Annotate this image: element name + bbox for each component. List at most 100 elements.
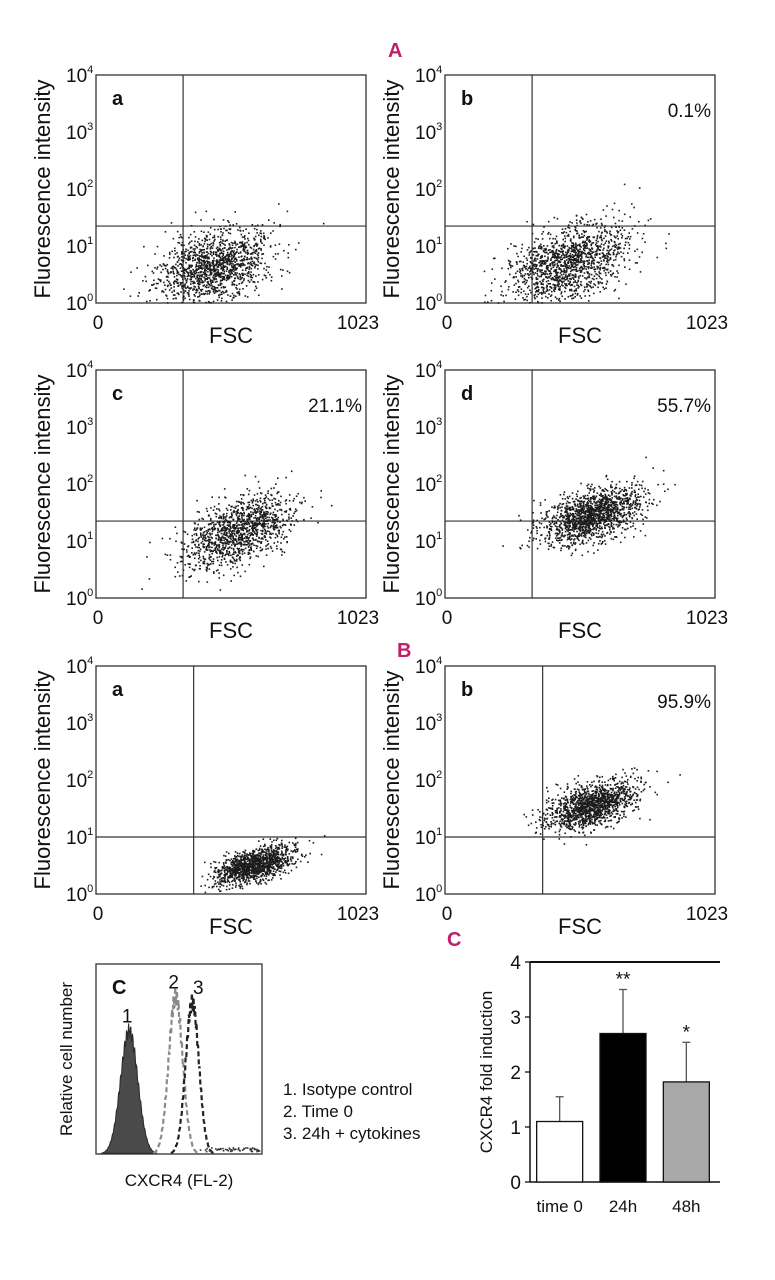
scatter-point — [240, 527, 242, 529]
scatter-point — [197, 268, 200, 270]
scatter-point — [607, 271, 610, 274]
scatter-point — [575, 215, 578, 217]
scatter-point — [233, 258, 236, 260]
scatter-point — [198, 260, 200, 262]
scatter-point — [280, 508, 282, 511]
scatter-point — [609, 508, 612, 511]
scatter-point — [529, 289, 531, 292]
scatter-point — [275, 527, 278, 529]
scatter-point — [615, 255, 617, 258]
scatter-point — [232, 537, 235, 540]
scatter-point — [526, 269, 529, 271]
scatter-point — [195, 546, 197, 548]
scatter-point — [220, 561, 222, 564]
scatter-point — [552, 278, 554, 280]
scatter-point — [161, 537, 164, 540]
scatter-point — [144, 275, 147, 278]
scatter-point — [243, 257, 245, 260]
scatter-point — [580, 482, 582, 485]
scatter-point — [203, 539, 206, 541]
scatter-point — [215, 289, 217, 292]
scatter-point — [181, 264, 183, 266]
scatter-point — [531, 523, 534, 525]
scatter-point — [226, 254, 228, 256]
scatter-point — [241, 241, 244, 243]
scatter-point — [169, 554, 172, 556]
scatter-point — [611, 208, 614, 211]
scatter-point — [536, 532, 538, 535]
scatter-point — [564, 228, 567, 230]
scatter-point — [644, 534, 647, 537]
scatter-point — [272, 525, 274, 527]
scatter-point — [541, 297, 543, 299]
scatter-point — [279, 525, 281, 528]
scatter-point — [145, 280, 147, 283]
scatter-point — [194, 248, 196, 250]
scatter-point — [264, 512, 266, 515]
scatter-point — [220, 517, 222, 519]
scatter-point — [224, 240, 226, 242]
scatter-point — [529, 270, 532, 272]
scatter-point — [245, 535, 247, 538]
scatter-point — [545, 511, 548, 513]
scatter-point — [269, 273, 271, 276]
scatter-point — [604, 509, 606, 512]
scatter-point — [222, 574, 225, 577]
scatter-point — [263, 511, 265, 513]
scatter-point — [289, 507, 292, 510]
scatter-point — [247, 262, 250, 264]
scatter-point — [200, 249, 202, 252]
scatter-point — [226, 268, 228, 270]
scatter-point — [183, 292, 185, 294]
scatter-point — [605, 268, 607, 271]
scatter-point — [220, 530, 223, 532]
scatter-point — [282, 530, 285, 533]
scatter-point — [238, 534, 240, 537]
scatter-point — [242, 244, 245, 246]
scatter-point — [603, 269, 605, 272]
scatter-point — [214, 289, 216, 291]
scatter-point — [237, 519, 239, 521]
scatter-point — [484, 294, 487, 297]
scatter-point — [214, 541, 217, 543]
scatter-point — [582, 522, 585, 525]
scatter-point — [242, 264, 245, 266]
scatter-point — [233, 524, 236, 526]
scatter-point — [533, 241, 536, 243]
scatter-point — [172, 281, 175, 284]
scatter-point — [218, 259, 221, 261]
scatter-point — [569, 282, 571, 284]
scatter-point — [213, 549, 215, 552]
scatter-point — [263, 513, 266, 516]
scatter-point — [263, 267, 265, 270]
scatter-point — [213, 264, 216, 267]
scatter-point — [282, 518, 284, 521]
scatter-point — [206, 532, 208, 534]
scatter-point — [192, 268, 194, 271]
scatter-point — [236, 525, 238, 527]
scatter-point — [602, 254, 605, 257]
scatter-point — [203, 276, 205, 279]
scatter-point — [182, 259, 185, 262]
scatter-point — [226, 521, 229, 524]
scatter-point — [258, 234, 260, 237]
scatter-point — [240, 541, 242, 543]
scatter-point — [585, 504, 587, 506]
panel-letter: a — [112, 88, 124, 110]
scatter-point — [205, 290, 207, 293]
scatter-point — [564, 298, 566, 300]
scatter-point — [636, 232, 639, 234]
scatter-point — [201, 268, 203, 270]
scatter-point — [274, 518, 276, 521]
scatter-point — [591, 503, 594, 505]
scatter-point — [558, 299, 560, 301]
scatter-point — [558, 261, 561, 264]
scatter-point — [590, 533, 592, 536]
scatter-point — [211, 541, 213, 544]
scatter-point — [215, 272, 218, 274]
scatter-point — [580, 253, 583, 255]
scatter-point — [517, 255, 519, 258]
scatter-point — [209, 280, 212, 283]
scatter-point — [596, 273, 599, 276]
scatter-point — [257, 268, 259, 270]
